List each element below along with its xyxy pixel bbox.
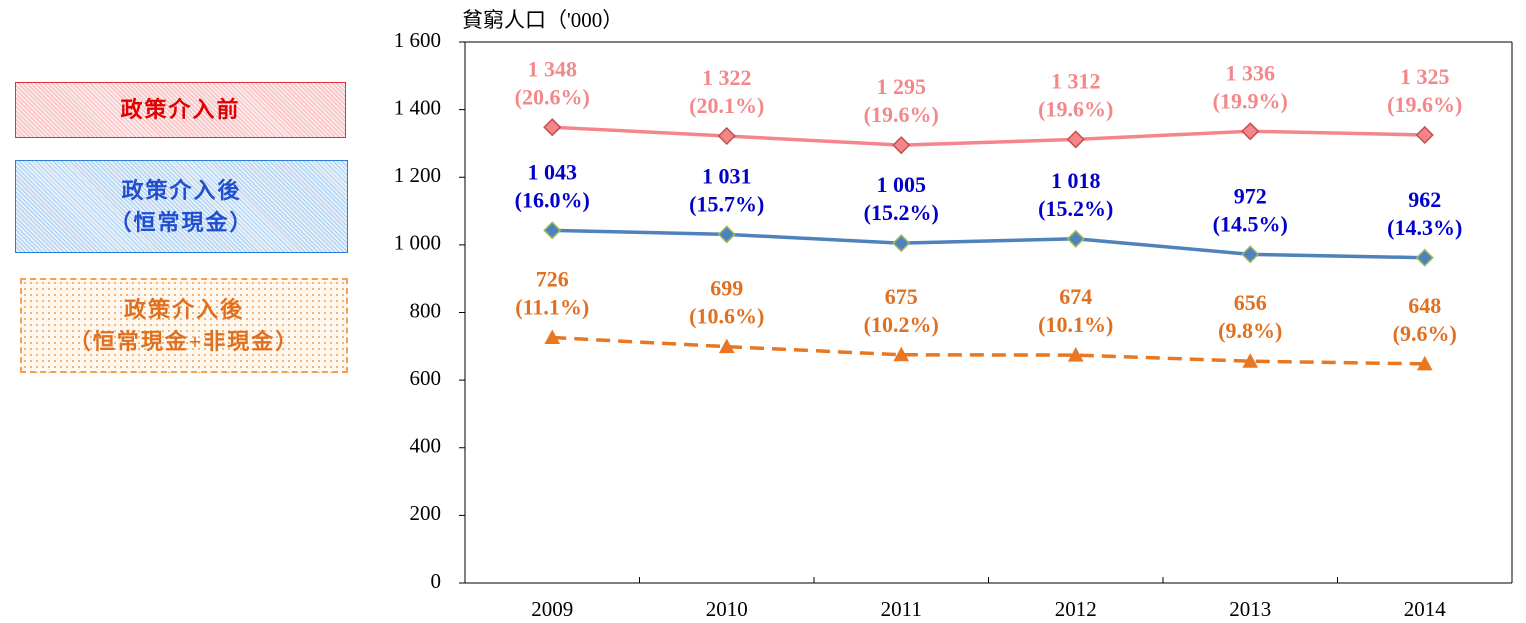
data-label-percent: (16.0%) bbox=[515, 187, 590, 212]
marker bbox=[1241, 122, 1260, 141]
marker bbox=[1066, 130, 1085, 149]
y-tick-label: 600 bbox=[410, 366, 442, 390]
data-label: 1 336 bbox=[1226, 60, 1276, 85]
data-label: 1 325 bbox=[1400, 64, 1450, 89]
x-tick-label: 2013 bbox=[1229, 597, 1271, 621]
data-label: 1 005 bbox=[877, 172, 927, 197]
marker bbox=[1416, 355, 1433, 371]
data-label: 674 bbox=[1059, 284, 1092, 309]
marker bbox=[718, 338, 735, 354]
data-label: 1 295 bbox=[877, 74, 927, 99]
data-label: 1 312 bbox=[1051, 68, 1101, 93]
marker bbox=[717, 225, 736, 244]
data-label-percent: (14.5%) bbox=[1213, 211, 1288, 236]
data-label: 1 322 bbox=[702, 65, 752, 90]
data-label: 1 018 bbox=[1051, 168, 1101, 193]
x-tick-label: 2012 bbox=[1055, 597, 1097, 621]
x-tick-label: 2011 bbox=[881, 597, 922, 621]
marker bbox=[1242, 353, 1259, 368]
data-label-percent: (19.9%) bbox=[1213, 88, 1288, 113]
series-line bbox=[552, 125, 1425, 147]
y-tick-label: 800 bbox=[410, 298, 442, 322]
data-label-percent: (20.1%) bbox=[689, 93, 764, 118]
y-tick-label: 1 400 bbox=[394, 95, 441, 119]
legend-entry: 政策介入後 （恒常現金+非現金） bbox=[20, 278, 348, 373]
x-tick-label: 2014 bbox=[1404, 597, 1447, 621]
data-label: 656 bbox=[1234, 290, 1267, 315]
series-line bbox=[552, 335, 1425, 366]
data-label: 699 bbox=[710, 276, 743, 301]
legend-entry: 政策介入前 bbox=[15, 82, 346, 138]
y-tick-label: 1 200 bbox=[394, 163, 441, 187]
data-label: 972 bbox=[1234, 183, 1267, 208]
marker bbox=[544, 329, 561, 345]
y-axis-title: 貧窮人口（'000） bbox=[462, 8, 623, 32]
data-label: 726 bbox=[536, 267, 569, 292]
data-label: 962 bbox=[1408, 187, 1441, 212]
data-label-percent: (15.2%) bbox=[864, 200, 939, 225]
data-label-percent: (20.6%) bbox=[515, 84, 590, 109]
marker bbox=[717, 126, 736, 146]
legend-entry: 政策介入後 （恒常現金） bbox=[15, 160, 348, 253]
y-tick-label: 400 bbox=[410, 434, 442, 458]
data-label: 1 043 bbox=[528, 159, 578, 184]
marker bbox=[543, 118, 562, 137]
marker bbox=[1066, 229, 1085, 248]
y-tick-label: 200 bbox=[410, 501, 442, 525]
marker bbox=[1415, 248, 1434, 267]
data-label: 1 348 bbox=[528, 56, 578, 81]
data-label-percent: (10.2%) bbox=[864, 312, 939, 337]
marker bbox=[543, 221, 562, 240]
y-tick-label: 1 600 bbox=[394, 28, 441, 52]
data-label: 675 bbox=[885, 284, 918, 309]
marker bbox=[1241, 245, 1260, 264]
data-label-percent: (15.2%) bbox=[1038, 196, 1113, 221]
data-label-percent: (19.6%) bbox=[1038, 96, 1113, 121]
data-label-percent: (11.1%) bbox=[515, 295, 589, 320]
marker bbox=[1067, 347, 1084, 362]
marker bbox=[1415, 125, 1434, 145]
y-tick-label: 0 bbox=[431, 569, 442, 593]
data-label: 648 bbox=[1408, 293, 1441, 318]
marker bbox=[892, 234, 911, 253]
marker bbox=[892, 136, 911, 155]
x-tick-label: 2010 bbox=[706, 597, 748, 621]
y-tick-label: 1 000 bbox=[394, 231, 441, 255]
series-line bbox=[552, 228, 1425, 260]
data-label-percent: (9.8%) bbox=[1218, 318, 1282, 343]
data-label-percent: (15.7%) bbox=[689, 191, 764, 216]
x-tick-label: 2009 bbox=[531, 597, 573, 621]
data-label-percent: (19.6%) bbox=[1387, 92, 1462, 117]
data-label-percent: (19.6%) bbox=[864, 102, 939, 127]
data-label-percent: (10.1%) bbox=[1038, 312, 1113, 337]
data-label-percent: (9.6%) bbox=[1393, 321, 1457, 346]
data-label-percent: (10.6%) bbox=[689, 304, 764, 329]
data-label: 1 031 bbox=[702, 163, 752, 188]
marker bbox=[893, 346, 910, 362]
data-label-percent: (14.3%) bbox=[1387, 215, 1462, 240]
